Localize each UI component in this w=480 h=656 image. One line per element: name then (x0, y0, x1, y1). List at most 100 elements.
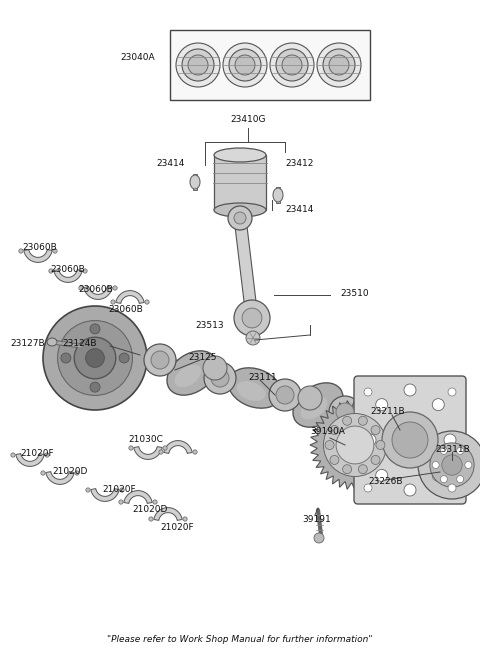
Circle shape (144, 344, 176, 376)
Circle shape (448, 484, 456, 492)
Circle shape (90, 324, 100, 334)
Ellipse shape (228, 368, 282, 408)
Circle shape (151, 351, 169, 369)
Text: 21030C: 21030C (128, 436, 163, 445)
Text: 21020F: 21020F (20, 449, 54, 459)
Text: 23226B: 23226B (368, 478, 403, 487)
Text: 21020F: 21020F (102, 485, 136, 495)
Circle shape (418, 431, 480, 499)
Circle shape (276, 49, 308, 81)
Circle shape (229, 49, 261, 81)
Text: 39191: 39191 (302, 514, 331, 523)
Circle shape (343, 464, 352, 474)
Ellipse shape (300, 397, 327, 419)
Text: 23414: 23414 (156, 159, 185, 167)
Circle shape (444, 434, 456, 446)
Circle shape (246, 331, 260, 345)
Ellipse shape (293, 383, 343, 427)
Text: 23060B: 23060B (108, 306, 143, 314)
Polygon shape (234, 218, 258, 318)
Polygon shape (91, 489, 119, 501)
Circle shape (120, 488, 124, 492)
Text: 23111: 23111 (248, 373, 276, 382)
Circle shape (211, 369, 229, 387)
Circle shape (317, 43, 361, 87)
Circle shape (43, 306, 147, 410)
Circle shape (329, 55, 349, 75)
Ellipse shape (214, 203, 266, 217)
Polygon shape (84, 287, 112, 299)
Circle shape (324, 413, 386, 476)
Text: 23060B: 23060B (22, 243, 57, 253)
Ellipse shape (348, 400, 402, 440)
Polygon shape (310, 400, 400, 490)
Circle shape (442, 455, 462, 475)
Circle shape (223, 43, 267, 87)
Circle shape (79, 286, 83, 290)
Circle shape (85, 348, 104, 367)
Polygon shape (16, 454, 44, 466)
Circle shape (330, 455, 339, 464)
Circle shape (371, 455, 380, 464)
Circle shape (465, 462, 472, 468)
Circle shape (45, 453, 49, 457)
Circle shape (113, 286, 117, 290)
Circle shape (359, 464, 367, 474)
Circle shape (404, 384, 416, 396)
Text: "Please refer to Work Shop Manual for further information": "Please refer to Work Shop Manual for fu… (107, 636, 373, 644)
Circle shape (325, 440, 334, 449)
Text: 23040A: 23040A (120, 52, 155, 62)
Text: 23127B: 23127B (10, 340, 45, 348)
Text: 23410G: 23410G (230, 115, 266, 125)
Circle shape (376, 440, 385, 449)
Circle shape (314, 533, 324, 543)
Circle shape (228, 206, 252, 230)
Bar (276, 187, 280, 203)
Circle shape (188, 55, 208, 75)
Circle shape (204, 362, 236, 394)
Circle shape (176, 43, 220, 87)
Circle shape (41, 471, 45, 475)
Circle shape (404, 484, 416, 496)
Polygon shape (134, 447, 162, 459)
Ellipse shape (167, 351, 217, 395)
Circle shape (382, 412, 438, 468)
Circle shape (49, 269, 53, 273)
Circle shape (376, 469, 388, 482)
Ellipse shape (273, 188, 283, 202)
Circle shape (58, 321, 132, 396)
Text: 23414: 23414 (285, 205, 313, 215)
Circle shape (182, 49, 214, 81)
Circle shape (392, 422, 428, 458)
Circle shape (11, 453, 15, 457)
Text: 23513: 23513 (195, 321, 224, 329)
Circle shape (456, 447, 464, 455)
Circle shape (359, 417, 367, 425)
Circle shape (336, 426, 374, 464)
Circle shape (371, 426, 380, 434)
Polygon shape (154, 508, 182, 520)
Circle shape (119, 353, 129, 363)
Circle shape (329, 396, 361, 428)
Circle shape (159, 450, 163, 454)
Ellipse shape (175, 365, 201, 387)
Polygon shape (46, 472, 74, 484)
Circle shape (234, 212, 246, 224)
Circle shape (448, 388, 456, 396)
Ellipse shape (357, 413, 385, 433)
Circle shape (396, 419, 414, 437)
Circle shape (163, 446, 167, 450)
Polygon shape (54, 270, 82, 282)
Text: 23060B: 23060B (50, 266, 85, 274)
Circle shape (83, 269, 87, 273)
Bar (193, 174, 197, 190)
Circle shape (270, 43, 314, 87)
Circle shape (269, 379, 301, 411)
Polygon shape (24, 250, 52, 262)
Circle shape (129, 446, 133, 450)
FancyBboxPatch shape (354, 376, 466, 504)
Circle shape (456, 476, 464, 483)
Polygon shape (116, 291, 144, 303)
Circle shape (432, 469, 444, 482)
Circle shape (364, 484, 372, 492)
